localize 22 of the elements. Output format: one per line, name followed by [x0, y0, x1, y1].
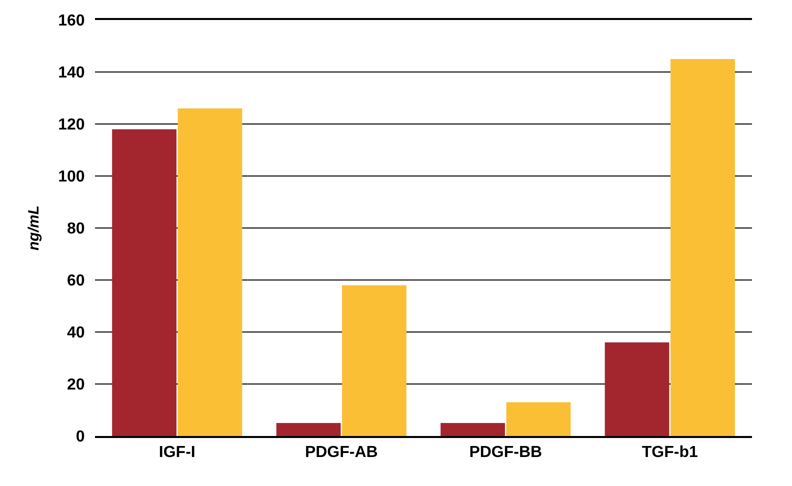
y-tick-label: 0 [76, 428, 85, 446]
y-tick-label: 20 [67, 376, 85, 394]
y-axis-title: ng/mL [25, 206, 42, 250]
y-tick-label: 60 [67, 272, 85, 290]
bar [604, 342, 670, 436]
y-tick-label: 40 [67, 324, 85, 342]
y-tick-label: 80 [67, 220, 85, 238]
bar [342, 285, 406, 436]
x-tick-label: PDGF-BB [469, 444, 542, 462]
y-tick-label: 140 [58, 64, 85, 82]
bar [506, 402, 571, 436]
x-tick-label: PDGF-AB [304, 444, 378, 462]
bar [440, 423, 505, 436]
x-tick-label: TGF-b1 [642, 444, 698, 462]
y-tick-label: 120 [58, 116, 85, 134]
bar [670, 59, 735, 436]
bar [112, 129, 176, 436]
bar [178, 108, 242, 436]
bar [276, 423, 341, 436]
y-tick-label: 160 [58, 12, 85, 30]
x-tick-label: IGF-I [158, 444, 196, 462]
y-tick-label: 100 [58, 168, 85, 186]
